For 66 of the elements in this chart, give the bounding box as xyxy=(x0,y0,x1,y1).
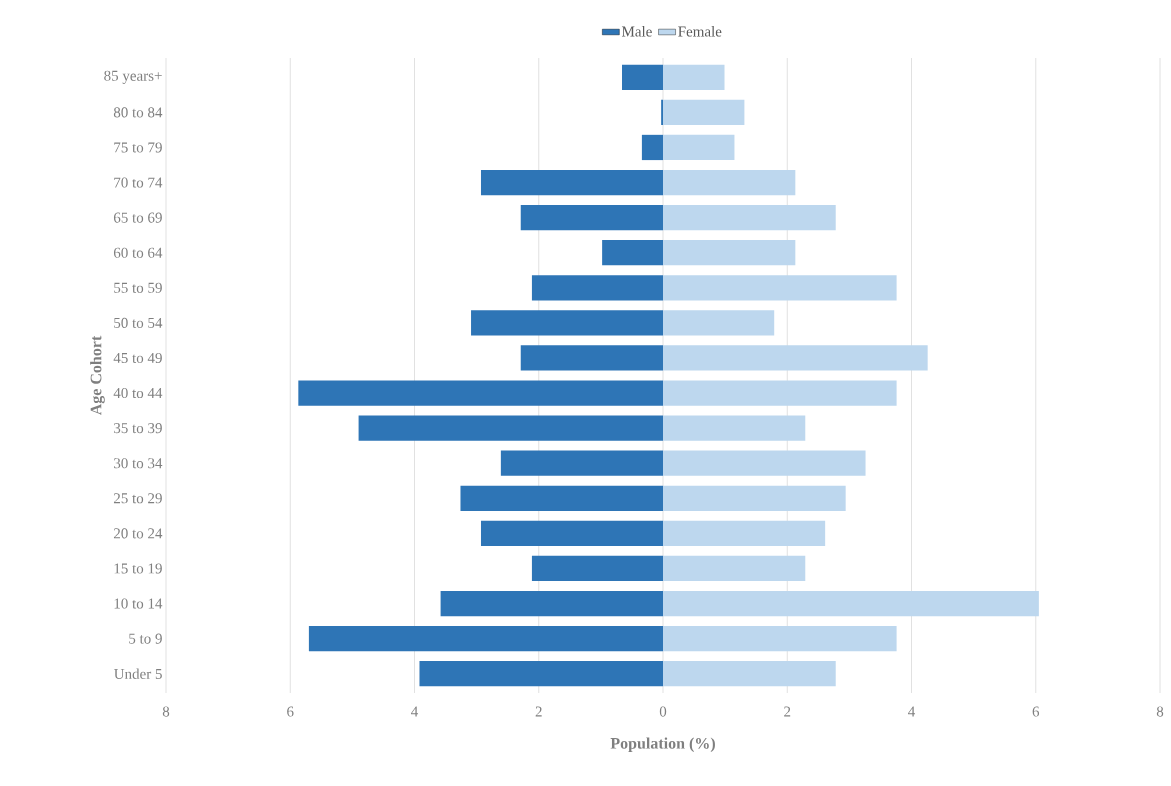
bar xyxy=(298,380,664,406)
bar xyxy=(520,345,664,371)
legend-label: Male xyxy=(621,26,652,37)
bar xyxy=(663,380,897,406)
y-tick-label: 50 to 54 xyxy=(114,317,163,328)
x-tick-label: 4 xyxy=(908,706,916,717)
x-tick-label: 4 xyxy=(411,706,419,717)
bar xyxy=(663,590,1039,617)
y-tick-label: 75 to 79 xyxy=(114,142,162,153)
y-tick-label: 80 to 84 xyxy=(113,107,163,118)
y-tick-label: 55 to 59 xyxy=(114,282,162,293)
bar xyxy=(663,626,897,652)
bar xyxy=(602,240,664,266)
bar xyxy=(663,485,846,511)
bar xyxy=(663,415,806,441)
bar xyxy=(622,64,664,90)
bar xyxy=(520,205,664,231)
bar xyxy=(308,626,664,652)
y-tick-label: 5 to 9 xyxy=(129,633,162,644)
bar xyxy=(663,555,806,582)
bar xyxy=(663,64,725,90)
bar xyxy=(663,169,796,196)
x-tick-label: 6 xyxy=(1032,706,1040,717)
bar xyxy=(663,240,796,266)
y-tick-label: 70 to 74 xyxy=(114,177,163,188)
bar xyxy=(480,520,664,547)
bar xyxy=(641,134,664,161)
y-axis-title: Age Cohort xyxy=(90,335,105,416)
x-tick-label: 2 xyxy=(784,706,791,717)
x-tick-label: 6 xyxy=(287,706,294,717)
x-tick-label: 2 xyxy=(535,706,542,717)
y-tick-label: 65 to 69 xyxy=(113,212,162,223)
x-tick-label: 8 xyxy=(162,706,170,717)
y-tick-label: 20 to 24 xyxy=(113,528,163,539)
x-tick-label: 0 xyxy=(659,706,667,717)
bar xyxy=(663,275,897,301)
x-axis-title: Population (%) xyxy=(610,737,715,752)
bar xyxy=(663,520,826,547)
y-tick-label: 60 to 64 xyxy=(113,247,163,258)
y-tick-label: 30 to 34 xyxy=(114,458,163,469)
bar xyxy=(358,415,664,441)
bar xyxy=(663,450,866,476)
bar xyxy=(663,310,775,336)
bar xyxy=(500,450,664,476)
legend-label: Female xyxy=(678,26,722,37)
bar xyxy=(531,555,664,582)
bar xyxy=(460,485,664,511)
y-tick-label: Under 5 xyxy=(114,668,162,679)
bar xyxy=(663,99,745,126)
bar xyxy=(440,590,664,617)
y-tick-label: 25 to 29 xyxy=(113,493,162,504)
bar xyxy=(663,134,735,161)
bar xyxy=(471,310,664,336)
bar xyxy=(663,345,928,371)
bar xyxy=(531,275,664,301)
bar xyxy=(663,661,836,687)
y-tick-label: 10 to 14 xyxy=(114,598,163,609)
y-tick-label: 15 to 19 xyxy=(114,563,162,574)
y-tick-label: 35 to 39 xyxy=(114,423,162,434)
y-tick-label: 40 to 44 xyxy=(113,387,163,399)
y-tick-label: 45 to 49 xyxy=(113,352,162,363)
bar xyxy=(480,169,664,196)
bar xyxy=(663,205,836,231)
bar xyxy=(419,661,664,687)
y-tick-label: 85 years+ xyxy=(104,70,162,84)
x-tick-label: 8 xyxy=(1156,706,1164,717)
